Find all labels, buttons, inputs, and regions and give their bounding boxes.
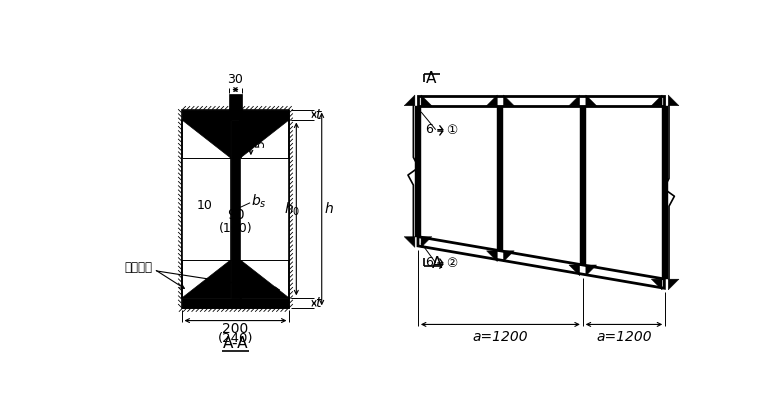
Polygon shape (669, 279, 679, 290)
Bar (229, 94, 242, 110)
Polygon shape (669, 95, 679, 106)
Bar (415, 106, 421, 237)
Text: $b_s$: $b_s$ (251, 192, 266, 210)
Text: A-A: A-A (223, 336, 249, 351)
Bar (181, 298, 290, 308)
Text: 6: 6 (425, 256, 433, 269)
Polygon shape (181, 120, 231, 158)
Text: ②: ② (446, 257, 458, 270)
Polygon shape (421, 237, 432, 248)
Bar (181, 110, 290, 308)
Text: a=1200: a=1200 (596, 330, 652, 344)
Bar (662, 106, 669, 279)
Text: A: A (432, 256, 442, 271)
Text: a=1200: a=1200 (472, 330, 528, 344)
Polygon shape (240, 120, 290, 158)
Text: h: h (325, 202, 334, 216)
Text: ①: ① (446, 124, 458, 137)
Polygon shape (240, 260, 290, 298)
Polygon shape (181, 260, 231, 298)
Text: (100): (100) (218, 222, 252, 235)
Polygon shape (503, 251, 514, 262)
Text: t: t (316, 108, 321, 122)
Bar (231, 120, 241, 298)
Bar (418, 96, 665, 106)
Text: $h_0$: $h_0$ (284, 200, 300, 218)
Polygon shape (486, 95, 497, 106)
Text: 6: 6 (425, 123, 433, 136)
Polygon shape (486, 251, 497, 262)
Polygon shape (503, 95, 514, 106)
Text: 刨平抵紧: 刨平抵紧 (124, 261, 153, 274)
Polygon shape (652, 95, 662, 106)
Bar (181, 110, 290, 120)
Text: A: A (425, 71, 436, 86)
Polygon shape (652, 279, 662, 290)
Text: t: t (316, 296, 321, 310)
Polygon shape (586, 95, 597, 106)
Bar (497, 106, 503, 251)
Polygon shape (404, 237, 415, 248)
Bar (240, 158, 290, 260)
Text: 200: 200 (222, 322, 249, 336)
Text: 30: 30 (228, 73, 243, 86)
Polygon shape (569, 265, 580, 276)
Polygon shape (404, 95, 415, 106)
Bar (181, 158, 231, 260)
Text: 10: 10 (197, 198, 212, 212)
Polygon shape (421, 95, 432, 106)
Text: 90: 90 (227, 208, 244, 222)
Polygon shape (569, 95, 580, 106)
Text: 50: 50 (254, 131, 267, 147)
Text: (240): (240) (218, 332, 253, 345)
Polygon shape (418, 237, 665, 288)
Polygon shape (586, 265, 597, 276)
Bar (580, 106, 586, 265)
